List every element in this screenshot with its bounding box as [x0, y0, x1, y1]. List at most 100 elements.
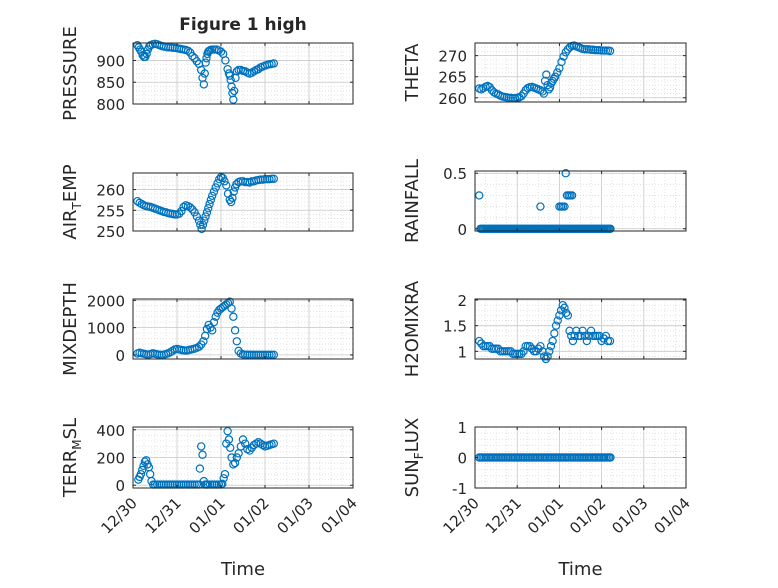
ytick-label: 265	[438, 69, 467, 87]
ytick-label: 250	[96, 223, 125, 241]
ytick-label: 200	[96, 450, 125, 468]
data-point	[252, 350, 261, 359]
xlabel-terr_msl: Time	[220, 559, 265, 580]
ytick-label: 800	[96, 96, 125, 114]
xtick-label: 01/01	[186, 494, 229, 537]
xtick-label: 12/31	[482, 494, 525, 537]
data-point	[232, 67, 242, 76]
data-point	[218, 479, 227, 489]
data-point	[204, 204, 213, 213]
data-point	[219, 474, 228, 483]
chart-title: Figure 1 high	[179, 15, 307, 35]
data-point	[475, 336, 484, 346]
data-point	[201, 212, 210, 221]
data-point	[240, 439, 250, 448]
data-point	[563, 311, 573, 320]
axes-theta: 260 265 270 THETA	[402, 41, 687, 108]
data-point	[183, 46, 193, 56]
data-point	[194, 342, 204, 351]
data-point	[269, 350, 278, 359]
data-point	[517, 349, 526, 359]
data-point	[209, 187, 219, 196]
data-point	[228, 193, 237, 203]
data-point	[196, 442, 206, 451]
xtick-label: 01/03	[274, 494, 317, 537]
data-point	[489, 88, 499, 97]
data-point	[536, 202, 545, 211]
data-point	[211, 312, 220, 321]
data-point	[580, 331, 589, 341]
data-point	[551, 321, 561, 330]
axes-h2omixra: 1 1.5 2 H2OMIXRA	[402, 280, 687, 377]
data-point	[198, 450, 207, 459]
series-pressure	[133, 39, 278, 104]
ytick-label: 2000	[87, 292, 125, 310]
data-point	[215, 175, 224, 184]
ytick-label: 0	[115, 477, 125, 495]
data-point	[229, 86, 239, 96]
data-point	[477, 85, 486, 94]
data-point	[249, 67, 259, 76]
data-point	[192, 57, 201, 66]
ytick-label: 400	[96, 422, 125, 440]
axes-mixdepth: 0 1000 2000 MIXDEPTH	[60, 282, 354, 376]
data-point	[519, 347, 528, 356]
data-point	[188, 51, 197, 61]
xlabel-sun_flux: Time	[557, 559, 602, 580]
data-point	[247, 443, 256, 452]
data-point	[170, 210, 179, 219]
grid-rainfall	[475, 171, 686, 231]
data-point	[572, 326, 581, 335]
ytick-label: -1	[452, 480, 467, 498]
data-point	[200, 216, 209, 225]
ytick-label: 260	[96, 182, 125, 200]
data-point	[205, 199, 214, 209]
data-point	[220, 177, 229, 186]
data-point	[225, 71, 234, 80]
data-point	[185, 203, 195, 212]
data-point	[586, 326, 596, 335]
data-point	[548, 336, 557, 346]
axes-air_temp: 250 255 260 AIRTEMP	[60, 164, 354, 241]
axes-box-air_temp	[132, 172, 354, 232]
ytick-label: 850	[96, 74, 125, 92]
ytick-label: 260	[438, 90, 467, 108]
data-point	[582, 336, 592, 346]
data-point	[225, 195, 234, 205]
data-point	[140, 457, 150, 466]
data-point	[254, 64, 263, 74]
data-point	[550, 329, 559, 338]
data-point	[232, 337, 242, 346]
data-point	[483, 81, 492, 91]
data-point	[531, 347, 541, 356]
axes-box-rainfall	[474, 170, 687, 232]
data-point	[542, 70, 551, 79]
ylabel-h2omixra: H2OMIXRA	[402, 280, 423, 377]
ylabel-mixdepth: MIXDEPTH	[60, 282, 81, 376]
data-point	[561, 169, 570, 178]
data-point	[269, 174, 278, 183]
xtick-label: 12/30	[440, 494, 483, 537]
data-point	[207, 191, 217, 200]
data-point	[198, 220, 208, 229]
data-point	[216, 47, 226, 56]
data-point	[229, 312, 238, 321]
data-point	[141, 456, 151, 465]
data-point	[226, 443, 235, 452]
data-point	[267, 350, 276, 359]
data-point	[565, 43, 575, 52]
ylabel-terr_msl: TERRMSL	[60, 418, 84, 498]
ytick-label: 900	[96, 52, 125, 70]
data-point	[475, 191, 484, 200]
data-point	[230, 326, 240, 335]
data-point	[543, 352, 552, 361]
xtick-label: 12/30	[98, 494, 141, 537]
ytick-label: 255	[96, 202, 125, 220]
data-point	[605, 336, 615, 346]
data-point	[553, 68, 562, 77]
data-point	[247, 68, 256, 77]
data-point	[267, 174, 276, 183]
ytick-label: 270	[438, 48, 467, 66]
